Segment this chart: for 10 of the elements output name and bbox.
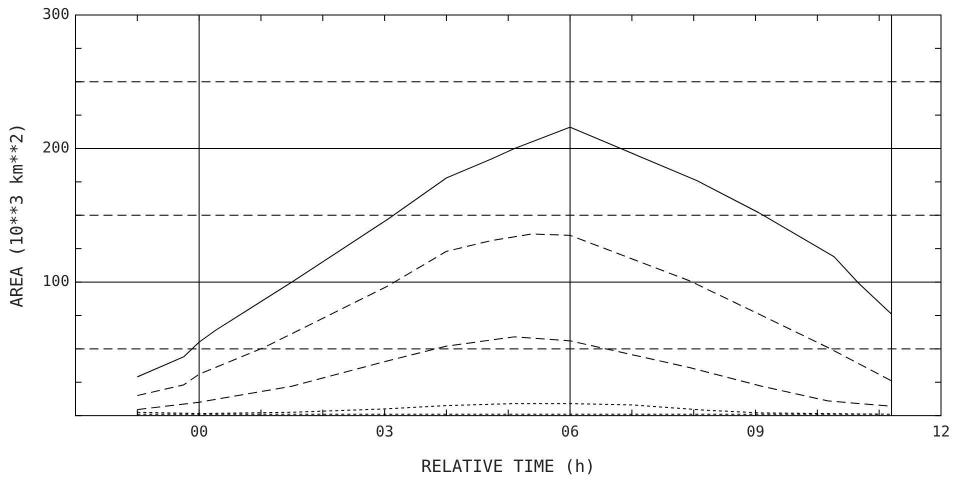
x-tick-label: 09 bbox=[746, 422, 765, 440]
x-tick-label: 00 bbox=[190, 422, 208, 440]
x-tick-label: 03 bbox=[376, 422, 394, 440]
x-tick-label: 12 bbox=[932, 422, 950, 440]
y-tick-label: 200 bbox=[42, 138, 70, 156]
x-tick-label: 06 bbox=[561, 422, 580, 440]
y-tick-label: 100 bbox=[42, 272, 70, 290]
y-axis-title: AREA (10**3 km**2) bbox=[8, 123, 28, 308]
y-tick-label: 300 bbox=[42, 4, 70, 23]
x-axis-title: RELATIVE TIME (h) bbox=[421, 457, 596, 478]
